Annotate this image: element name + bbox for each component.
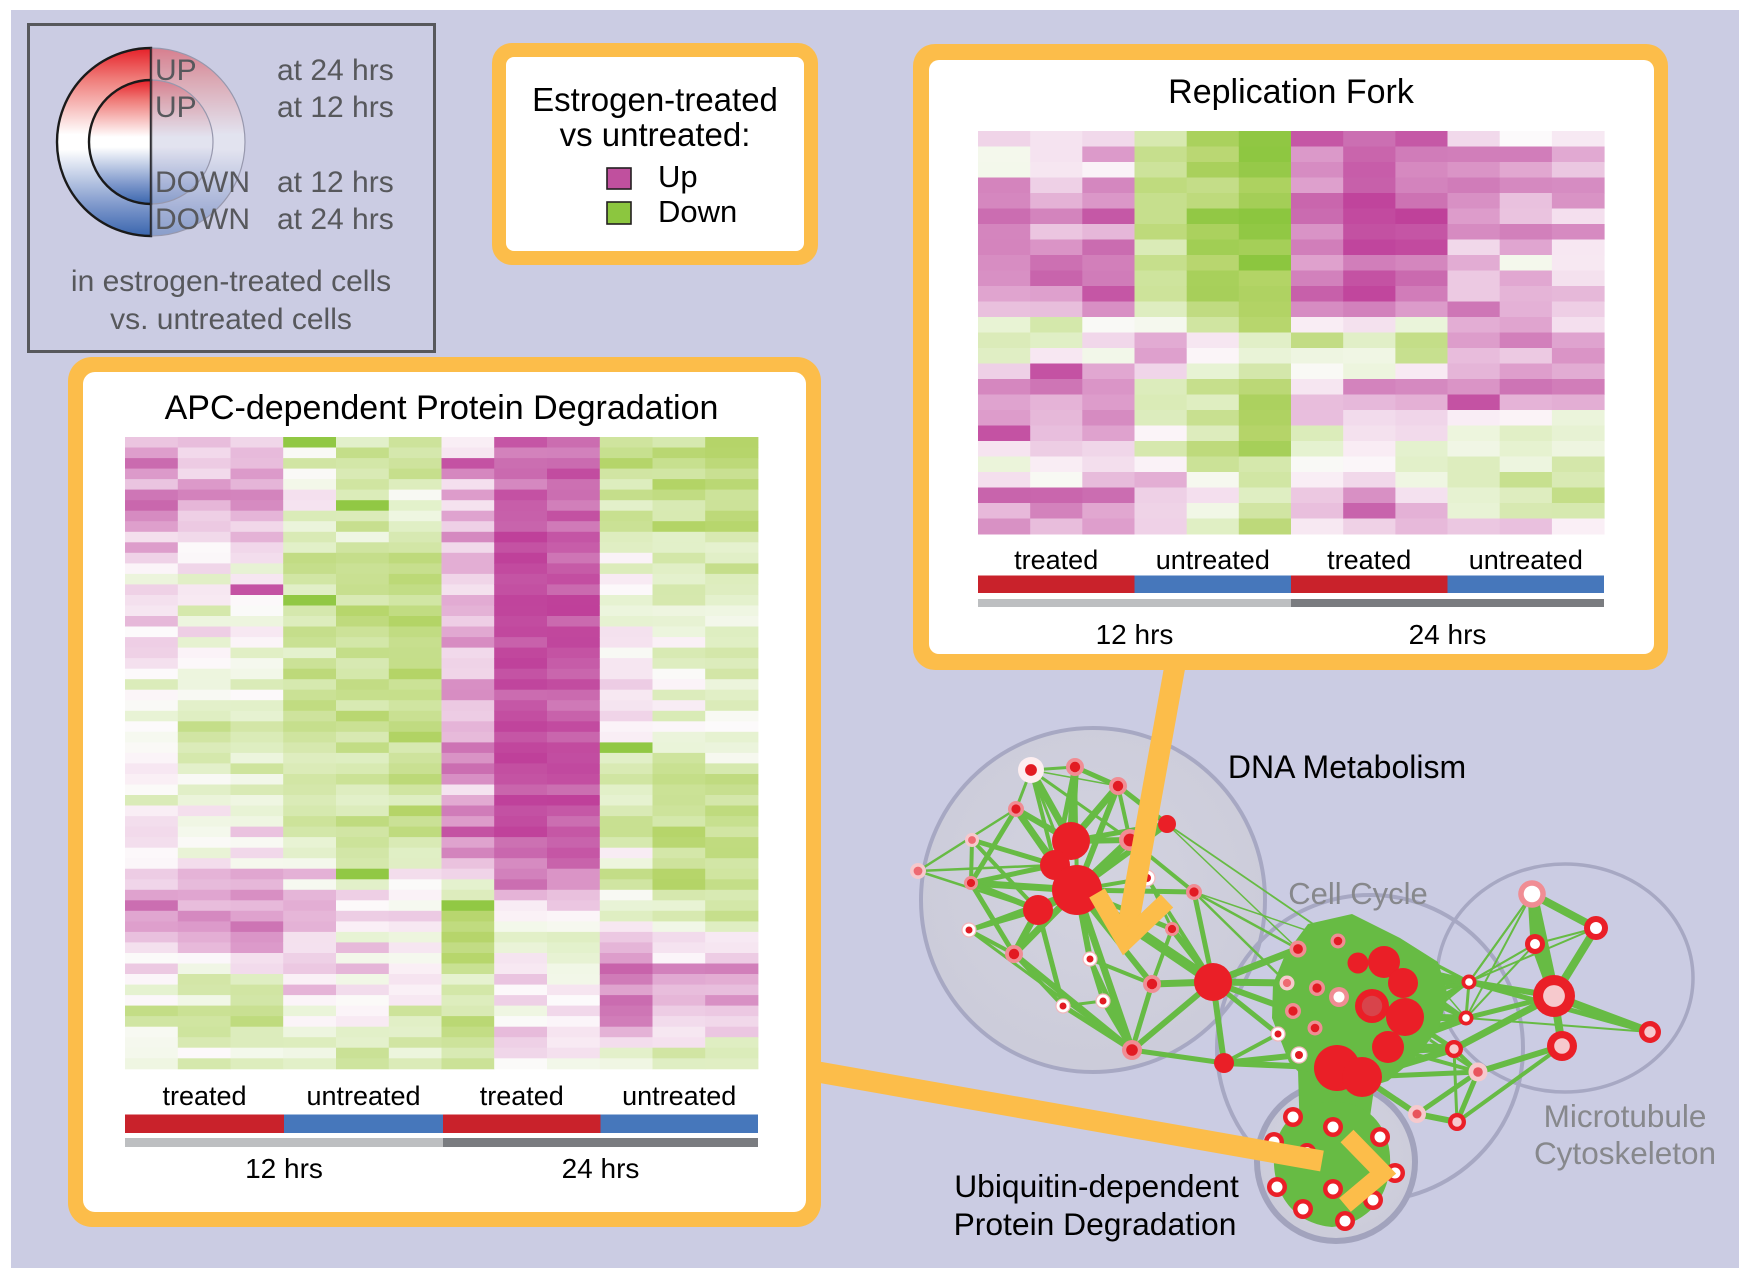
svg-text:at 12 hrs: at 12 hrs xyxy=(277,91,394,124)
svg-text:12 hrs: 12 hrs xyxy=(245,1153,323,1184)
svg-text:at 12 hrs: at 12 hrs xyxy=(277,166,394,199)
svg-text:treated: treated xyxy=(162,1081,246,1111)
svg-text:UP: UP xyxy=(155,91,197,124)
svg-text:untreated: untreated xyxy=(1469,545,1583,575)
svg-text:treated: treated xyxy=(1014,545,1098,575)
svg-text:12 hrs: 12 hrs xyxy=(1096,619,1174,650)
svg-text:Replication Fork: Replication Fork xyxy=(1168,73,1415,111)
svg-text:UP: UP xyxy=(155,54,197,87)
svg-text:Up: Up xyxy=(658,159,698,194)
svg-text:Ubiquitin-dependent: Ubiquitin-dependent xyxy=(954,1168,1239,1204)
svg-text:at 24 hrs: at 24 hrs xyxy=(277,54,394,87)
svg-text:Down: Down xyxy=(658,194,737,229)
svg-text:Cell Cycle: Cell Cycle xyxy=(1288,876,1428,911)
svg-text:DOWN: DOWN xyxy=(155,203,250,236)
svg-text:untreated: untreated xyxy=(306,1081,420,1111)
svg-text:Protein Degradation: Protein Degradation xyxy=(954,1206,1237,1242)
svg-text:24 hrs: 24 hrs xyxy=(562,1153,640,1184)
svg-text:vs. untreated cells: vs. untreated cells xyxy=(110,303,352,336)
svg-text:vs untreated:: vs untreated: xyxy=(560,116,751,153)
svg-text:treated: treated xyxy=(1327,545,1411,575)
svg-text:in estrogen-treated cells: in estrogen-treated cells xyxy=(71,265,391,298)
svg-text:APC-dependent Protein Degradat: APC-dependent Protein Degradation xyxy=(165,389,719,427)
svg-text:treated: treated xyxy=(480,1081,564,1111)
svg-text:at 24 hrs: at 24 hrs xyxy=(277,203,394,236)
svg-text:untreated: untreated xyxy=(622,1081,736,1111)
svg-text:Microtubule: Microtubule xyxy=(1544,1098,1707,1134)
svg-text:untreated: untreated xyxy=(1156,545,1270,575)
svg-text:Cytoskeleton: Cytoskeleton xyxy=(1534,1135,1716,1171)
svg-text:Estrogen-treated: Estrogen-treated xyxy=(532,81,778,118)
svg-text:24 hrs: 24 hrs xyxy=(1409,619,1487,650)
svg-text:DOWN: DOWN xyxy=(155,166,250,199)
svg-text:DNA Metabolism: DNA Metabolism xyxy=(1228,749,1466,785)
